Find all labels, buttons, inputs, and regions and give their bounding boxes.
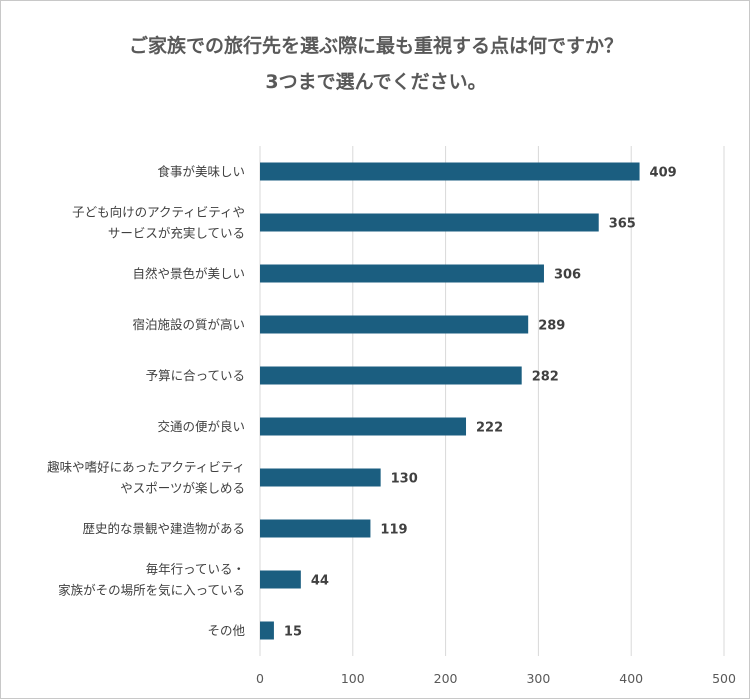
bar: [260, 213, 599, 232]
category-label: 自然や景色が美しい: [132, 266, 245, 281]
data-label: 365: [609, 217, 636, 232]
chart-title-line-1: ご家族での旅行先を選ぶ際に最も重視する点は何ですか？: [128, 35, 623, 57]
data-label: 282: [532, 370, 559, 385]
data-label: 306: [554, 268, 581, 283]
data-label: 15: [284, 625, 302, 640]
category-label: 毎年行っている・: [146, 562, 245, 577]
x-tick-label: 200: [434, 671, 458, 686]
bar: [260, 621, 274, 640]
category-label: 家族がその場所を気に入っている: [58, 583, 245, 598]
category-label: やスポーツが楽しめる: [120, 481, 245, 496]
bar: [260, 570, 301, 589]
x-tick-label: 500: [712, 671, 736, 686]
bar: [260, 264, 544, 283]
category-label: 宿泊施設の質が高い: [132, 317, 245, 332]
data-label: 222: [476, 421, 503, 436]
data-label: 44: [311, 574, 329, 589]
bar: [260, 519, 371, 538]
data-label: 119: [380, 523, 407, 538]
category-label: 交通の便が良い: [157, 419, 245, 434]
data-label: 289: [538, 319, 565, 334]
bar: [260, 417, 467, 436]
category-label: 趣味や嗜好にあったアクティビティ: [47, 460, 245, 475]
category-label: 食事が美味しい: [157, 164, 245, 179]
data-label: 130: [391, 472, 418, 487]
category-label: 子ども向けのアクティビティや: [72, 205, 245, 220]
category-label: 予算に合っている: [146, 368, 245, 383]
bar: [260, 366, 522, 385]
x-tick-label: 100: [341, 671, 365, 686]
x-tick-label: 400: [619, 671, 643, 686]
bar: [260, 162, 640, 181]
category-label: 歴史的な景観や建造物がある: [82, 521, 245, 536]
x-tick-label: 300: [526, 671, 550, 686]
chart-title-line-2: 3つまで選んでください。: [265, 71, 487, 93]
x-tick-label: 0: [256, 671, 264, 686]
category-label: サービスが充実している: [108, 226, 245, 241]
bar: [260, 468, 381, 487]
category-label: その他: [207, 623, 245, 638]
data-label: 409: [650, 166, 677, 181]
bar: [260, 315, 529, 334]
